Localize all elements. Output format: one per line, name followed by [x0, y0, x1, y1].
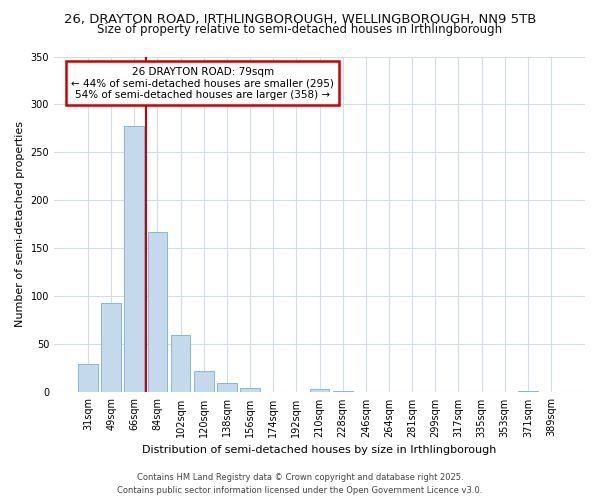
Text: 26 DRAYTON ROAD: 79sqm
← 44% of semi-detached houses are smaller (295)
54% of se: 26 DRAYTON ROAD: 79sqm ← 44% of semi-det…: [71, 66, 334, 100]
Bar: [333, 390, 353, 392]
X-axis label: Distribution of semi-detached houses by size in Irthlingborough: Distribution of semi-detached houses by …: [142, 445, 497, 455]
Bar: [518, 390, 538, 392]
Bar: [124, 126, 144, 392]
Bar: [217, 383, 237, 392]
Bar: [171, 335, 190, 392]
Bar: [194, 372, 214, 392]
Y-axis label: Number of semi-detached properties: Number of semi-detached properties: [15, 122, 25, 328]
Bar: [101, 303, 121, 392]
Text: Contains HM Land Registry data © Crown copyright and database right 2025.
Contai: Contains HM Land Registry data © Crown c…: [118, 474, 482, 495]
Bar: [78, 364, 98, 392]
Text: 26, DRAYTON ROAD, IRTHLINGBOROUGH, WELLINGBOROUGH, NN9 5TB: 26, DRAYTON ROAD, IRTHLINGBOROUGH, WELLI…: [64, 12, 536, 26]
Text: Size of property relative to semi-detached houses in Irthlingborough: Size of property relative to semi-detach…: [97, 22, 503, 36]
Bar: [310, 388, 329, 392]
Bar: [148, 232, 167, 392]
Bar: [240, 388, 260, 392]
